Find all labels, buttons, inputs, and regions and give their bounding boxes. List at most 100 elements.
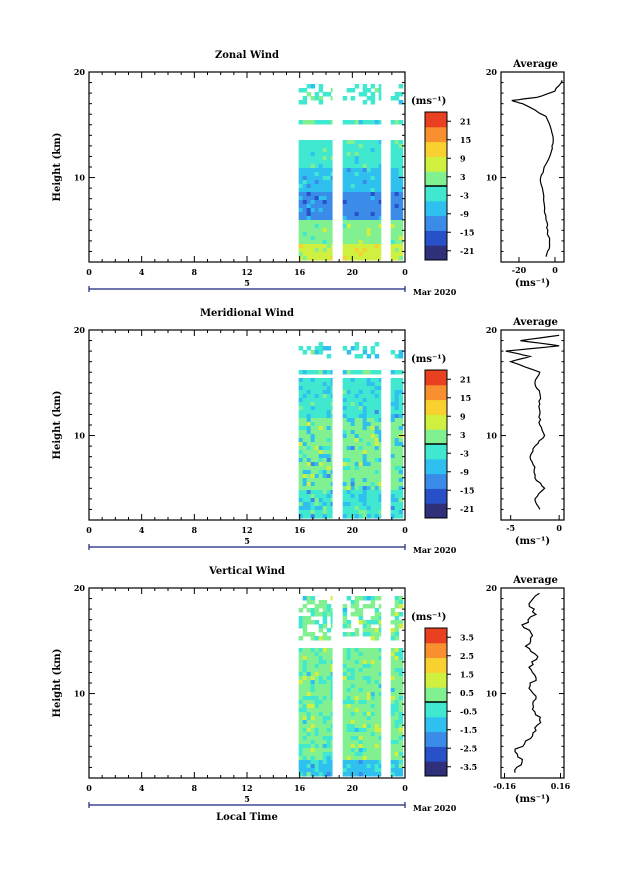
heatmap-cell bbox=[298, 636, 304, 641]
heatmap-cell bbox=[314, 502, 320, 507]
heatmap-cell bbox=[310, 168, 316, 173]
heatmap-cell bbox=[374, 192, 380, 197]
heatmap-cell bbox=[326, 426, 332, 431]
heatmap-cell bbox=[346, 692, 352, 697]
heatmap-cell bbox=[302, 454, 308, 459]
heatmap-cell bbox=[354, 208, 360, 213]
heatmap-cell bbox=[370, 172, 376, 177]
heatmap-cell bbox=[310, 350, 316, 355]
heatmap-cell bbox=[298, 466, 304, 471]
heatmap-cell bbox=[306, 152, 312, 157]
heatmap-cell bbox=[318, 664, 324, 669]
heatmap-cell bbox=[318, 724, 324, 729]
heatmap-cell bbox=[318, 656, 324, 661]
x-tick-label: 4 bbox=[139, 783, 145, 793]
heatmap-cell bbox=[346, 772, 352, 777]
heatmap-cell bbox=[366, 680, 372, 685]
heatmap-cell bbox=[378, 656, 384, 661]
heatmap-cell bbox=[306, 442, 312, 447]
heatmap-cell bbox=[362, 220, 368, 225]
heatmap-cell bbox=[298, 232, 304, 237]
heatmap-cell bbox=[362, 624, 368, 629]
heatmap-cell bbox=[370, 100, 376, 105]
heatmap-cell bbox=[326, 660, 332, 665]
heatmap-cell bbox=[306, 228, 312, 233]
heatmap-cell bbox=[378, 740, 384, 745]
heatmap-cell bbox=[398, 168, 404, 173]
heatmap-cell bbox=[362, 382, 368, 387]
heatmap-cell bbox=[390, 728, 396, 733]
heatmap-cell bbox=[314, 382, 320, 387]
heatmap-cell bbox=[302, 756, 308, 761]
heatmap-cell bbox=[354, 252, 360, 257]
heatmap-cell bbox=[314, 620, 320, 625]
heatmap-cell bbox=[322, 144, 328, 149]
heatmap-cell bbox=[322, 208, 328, 213]
heatmap-cell bbox=[318, 252, 324, 257]
heatmap-cell bbox=[322, 224, 328, 229]
heatmap-cell bbox=[394, 382, 400, 387]
heatmap-cell bbox=[398, 740, 404, 745]
heatmap-cell bbox=[346, 120, 352, 125]
heatmap-cell bbox=[326, 748, 332, 753]
heatmap-cell bbox=[342, 688, 348, 693]
heatmap-cell bbox=[314, 676, 320, 681]
heatmap-cell bbox=[362, 414, 368, 419]
heatmap-cell bbox=[398, 466, 404, 471]
heatmap-cell bbox=[398, 708, 404, 713]
heatmap-cell bbox=[370, 144, 376, 149]
heatmap-cell bbox=[326, 172, 332, 177]
heatmap-cell bbox=[322, 510, 328, 515]
heatmap-cell bbox=[378, 620, 384, 625]
average-y-tick-label: 10 bbox=[486, 431, 498, 441]
heatmap-cell bbox=[366, 430, 372, 435]
heatmap-cell bbox=[390, 192, 396, 197]
heatmap-cell bbox=[398, 200, 404, 205]
heatmap-cell bbox=[346, 224, 352, 229]
heatmap-cell bbox=[346, 720, 352, 725]
heatmap-cell bbox=[346, 478, 352, 483]
heatmap-cell bbox=[322, 200, 328, 205]
x-tick-label: 20 bbox=[347, 267, 359, 277]
heatmap-cell bbox=[370, 184, 376, 189]
average-x-tick-label: 0 bbox=[552, 265, 558, 275]
heatmap-cell bbox=[378, 96, 384, 101]
heatmap-cell bbox=[306, 760, 312, 765]
heatmap-cell bbox=[298, 478, 304, 483]
heatmap-cell bbox=[358, 216, 364, 221]
heatmap-cell bbox=[394, 454, 400, 459]
heatmap-cell bbox=[342, 168, 348, 173]
heatmap-cell bbox=[318, 442, 324, 447]
heatmap-cell bbox=[374, 180, 380, 185]
heatmap-cell bbox=[362, 426, 368, 431]
heatmap-cell bbox=[318, 196, 324, 201]
heatmap-cell bbox=[370, 200, 376, 205]
colorbar-unit: (ms⁻¹) bbox=[411, 96, 446, 107]
heatmap-cell bbox=[302, 144, 308, 149]
heatmap-cell bbox=[398, 188, 404, 193]
heatmap-cell bbox=[310, 660, 316, 665]
heatmap-cell bbox=[306, 752, 312, 757]
heatmap-cell bbox=[370, 668, 376, 673]
heatmap-cell bbox=[394, 740, 400, 745]
heatmap-cell bbox=[358, 486, 364, 491]
heatmap-cell bbox=[358, 736, 364, 741]
y-tick-label: 20 bbox=[74, 583, 86, 593]
heatmap-cell bbox=[350, 438, 356, 443]
heatmap-cell bbox=[378, 434, 384, 439]
heatmap-cell bbox=[310, 144, 316, 149]
heatmap-cell bbox=[374, 402, 380, 407]
heatmap-cell bbox=[302, 458, 308, 463]
heatmap-cell bbox=[342, 604, 348, 609]
heatmap-cell bbox=[322, 232, 328, 237]
heatmap-cell bbox=[314, 728, 320, 733]
heatmap-cell bbox=[366, 192, 372, 197]
heatmap-cell bbox=[298, 172, 304, 177]
heatmap-cell bbox=[358, 688, 364, 693]
heatmap-cell bbox=[350, 482, 356, 487]
heatmap-cell bbox=[374, 760, 380, 765]
heatmap-cell bbox=[346, 204, 352, 209]
heatmap-cell bbox=[322, 180, 328, 185]
heatmap-cell bbox=[378, 144, 384, 149]
heatmap-cell bbox=[322, 486, 328, 491]
